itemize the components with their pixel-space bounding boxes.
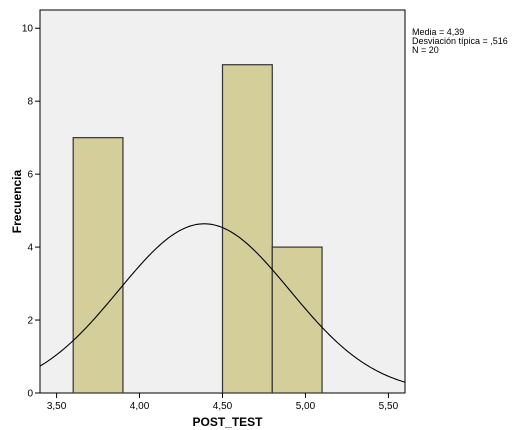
y-tick-label-3: 6 — [27, 170, 33, 181]
x-tick-label-4: 5,50 — [379, 401, 399, 412]
bars-group — [72, 64, 323, 394]
x-tick-label-1: 4,00 — [130, 401, 150, 412]
y-tick-label-4: 8 — [27, 97, 33, 108]
x-tick-label-3: 5,00 — [296, 401, 316, 412]
y-axis: 0 2 4 6 8 10 — [22, 24, 40, 400]
y-axis-title: Frecuencia — [10, 169, 24, 233]
x-tick-label-2: 4,50 — [213, 401, 233, 412]
y-tick-label-1: 2 — [27, 316, 33, 327]
histogram-bar-1 — [221, 64, 273, 394]
normal-curve — [39, 223, 406, 383]
y-tick-label-0: 0 — [27, 389, 33, 400]
x-axis: 3,50 4,00 4,50 5,00 5,50 — [47, 393, 399, 412]
x-axis-title: POST_TEST — [192, 415, 263, 429]
x-tick-label-0: 3,50 — [47, 401, 67, 412]
stat-n: N = 20 — [412, 45, 439, 55]
stat-mean: Media = 4,39 — [412, 27, 464, 37]
stats-box: Media = 4,39 Desviación típica = ,516 N … — [412, 27, 508, 55]
y-tick-label-5: 10 — [22, 24, 34, 35]
histogram-bar-2 — [271, 246, 323, 394]
histogram-bar-0 — [72, 137, 124, 394]
stat-std-dev: Desviación típica = ,516 — [412, 36, 508, 46]
y-tick-label-2: 4 — [27, 243, 33, 254]
